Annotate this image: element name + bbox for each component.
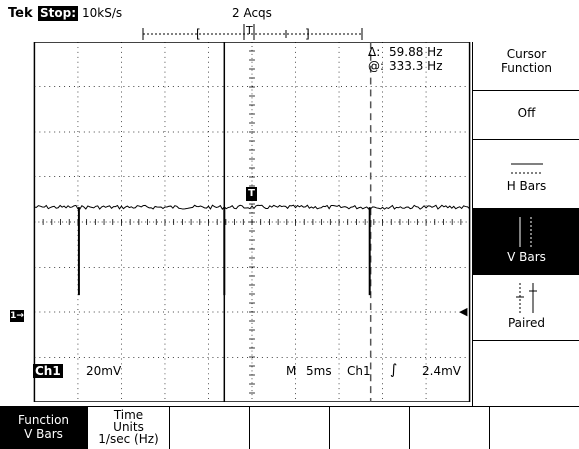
bottom-button-7[interactable]: [490, 407, 579, 449]
menu-option-off[interactable]: Off: [473, 91, 579, 140]
menu-title-line1: Cursor: [506, 47, 547, 61]
function-button[interactable]: Function V Bars: [0, 407, 88, 449]
menu-title: Cursor Function: [473, 42, 579, 91]
channel-scale: 20mV: [86, 364, 122, 378]
cursor-at-value: 333.3 Hz: [389, 59, 443, 73]
waveform-display: [33, 42, 471, 402]
brand-label: Tek: [8, 6, 33, 21]
bottom-button-5[interactable]: [330, 407, 410, 449]
menu-option-v-bars[interactable]: V Bars: [473, 209, 579, 275]
trigger-slope-icon: ∫: [390, 362, 398, 378]
bottom-button-6[interactable]: [410, 407, 490, 449]
trigger-channel: Ch1: [347, 364, 371, 378]
acquisition-count: 2 Acqs: [232, 6, 272, 20]
h-bars-label: H Bars: [506, 179, 547, 193]
svg-text:[: [: [196, 27, 201, 40]
time-units-button[interactable]: Time Units 1/sec (Hz): [88, 407, 170, 449]
trigger-level-arrow: ◀: [459, 305, 468, 318]
timebase-mode: M: [286, 364, 297, 378]
cursor-at-symbol: @:: [368, 59, 385, 73]
paired-icon: [516, 283, 537, 313]
side-menu: Cursor Function Off H Bars V Bars Paired: [472, 42, 579, 406]
time-units-line2: Units: [113, 420, 144, 434]
bottom-menu: Function V Bars Time Units 1/sec (Hz): [0, 406, 579, 449]
svg-text:]: ]: [305, 27, 310, 40]
trigger-point-marker: T: [246, 187, 257, 201]
timebase-scale: 5ms: [306, 364, 332, 378]
cursor-delta-value: 59.88 Hz: [389, 45, 443, 59]
acquisition-state-badge: Stop:: [38, 6, 79, 21]
bottom-button-4[interactable]: [250, 407, 330, 449]
time-units-line1: Time: [113, 408, 144, 422]
channel1-ground-marker: 1→: [10, 310, 24, 322]
record-position-indicator: [ ]: [142, 24, 363, 40]
time-units-line3: 1/sec (Hz): [98, 432, 159, 446]
v-bars-icon: [519, 217, 532, 247]
v-bars-label: V Bars: [507, 250, 546, 264]
menu-option-paired[interactable]: Paired: [473, 275, 579, 341]
sample-rate: 10kS/s: [82, 6, 123, 20]
cursor-delta-symbol: Δ:: [368, 45, 381, 59]
bottom-button-3[interactable]: [170, 407, 250, 449]
menu-option-off-label: Off: [517, 106, 536, 120]
function-button-value: V Bars: [24, 427, 63, 441]
h-bars-icon: [511, 163, 543, 174]
status-bar: Tek Stop: 10kS/s 2 Acqs [ ] T: [0, 0, 579, 40]
trigger-position-marker: T: [246, 24, 253, 37]
trigger-level: 2.4mV: [422, 364, 461, 378]
channel-badge: Ch1: [33, 364, 63, 378]
paired-label: Paired: [507, 316, 546, 330]
menu-title-line2: Function: [500, 61, 553, 75]
trigger-point-label: T: [248, 188, 255, 199]
menu-option-h-bars[interactable]: H Bars: [473, 140, 579, 209]
function-button-label: Function: [17, 413, 70, 427]
